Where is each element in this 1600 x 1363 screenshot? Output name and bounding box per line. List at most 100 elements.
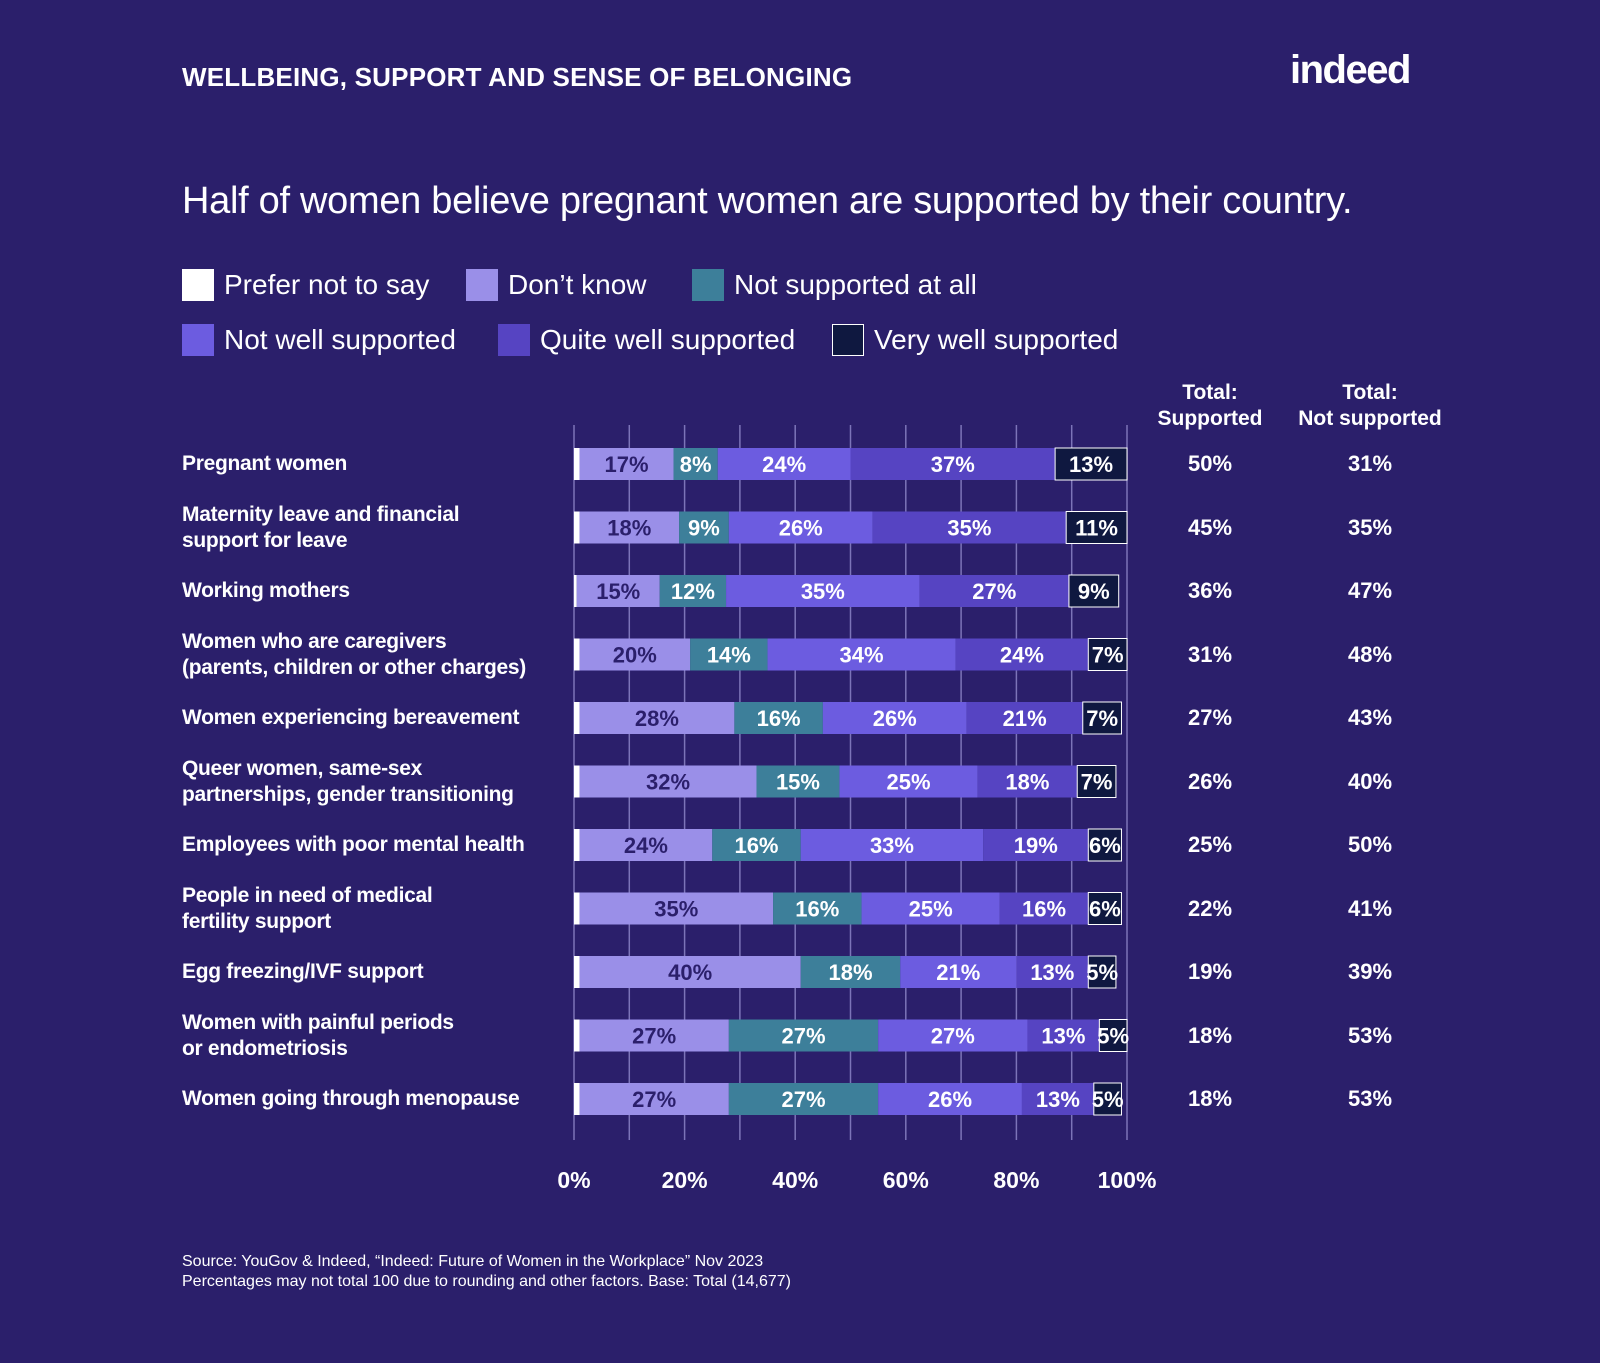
category-label: Pregnant women: [182, 451, 347, 477]
data-label: 18%: [828, 960, 872, 985]
data-label: 11%: [1075, 516, 1118, 541]
total-not-supported-value: 53%: [1347, 1022, 1393, 1048]
category-label: People in need of medical fertility suppo…: [182, 883, 433, 935]
source-note: Source: YouGov & Indeed, “Indeed: Future…: [182, 1253, 764, 1270]
category-label: Egg freezing/IVF support: [182, 959, 424, 985]
category-label: Queer women, same-sex partnerships, gende…: [182, 756, 514, 808]
legend-label: Very well supported: [874, 324, 1119, 355]
bar-segment-not-supported-at-all: [690, 638, 768, 671]
data-label: 21%: [1003, 706, 1047, 731]
total-supported-value: 26%: [1187, 768, 1233, 794]
legend-swatch: [692, 269, 724, 301]
bar-segment-prefer-not-to-say: [574, 702, 580, 734]
total-supported-value: 18%: [1187, 1022, 1233, 1048]
legend-label: Not well supported: [224, 324, 456, 355]
category-label-line: support for leave: [182, 528, 348, 552]
bar-segment-not-well-supported: [878, 1083, 1022, 1115]
data-label: 12%: [671, 579, 715, 604]
data-label: 13%: [1069, 452, 1113, 477]
bar-segment-dont-know: [579, 448, 674, 480]
bar-segment-very-well-supported: [1087, 892, 1122, 925]
bar-segment-dont-know: [579, 1019, 729, 1052]
category-label-line: Queer women, same-sex: [182, 756, 422, 780]
bar-segment-not-supported-at-all: [728, 1083, 879, 1115]
bar-segment-very-well-supported: [1065, 511, 1128, 544]
total-not-supported-header-line2: Not supported: [1298, 407, 1442, 430]
data-label: 33%: [870, 833, 914, 858]
data-label: 37%: [931, 452, 975, 477]
total-supported-value: 45%: [1187, 514, 1233, 540]
category-label-line: Employees with poor mental health: [182, 833, 525, 856]
bar-segment-very-well-supported: [1068, 574, 1120, 608]
category-label-line: Women who are caregivers: [182, 629, 447, 653]
category-label: Employees with poor mental health: [182, 832, 525, 858]
total-supported-value: 27%: [1187, 705, 1233, 730]
data-label: 32%: [646, 770, 690, 795]
bar-segment-not-well-supported: [878, 1019, 1028, 1052]
bar-segment-quite-well-supported: [872, 511, 1067, 544]
bar-segment-not-supported-at-all: [773, 892, 862, 925]
bar-segment-not-well-supported: [728, 511, 873, 544]
data-label: 34%: [840, 643, 884, 668]
total-not-supported-header-line1: Total:: [1342, 381, 1398, 404]
data-label: 35%: [801, 579, 845, 604]
legend-item-very-well-supported: Very well supported: [832, 323, 1118, 357]
data-label: 9%: [688, 516, 720, 541]
bar-segment-not-supported-at-all: [712, 829, 801, 861]
legend-label: Prefer not to say: [224, 269, 430, 300]
data-label: 18%: [607, 516, 651, 541]
category-label-line: Women going through menopause: [182, 1087, 520, 1110]
bar-segment-prefer-not-to-say: [574, 638, 580, 671]
bar-segment-not-well-supported: [839, 765, 978, 798]
legend-item-quite-well-supported: Quite well supported: [498, 323, 795, 357]
x-tick-label: 20%: [662, 1167, 708, 1193]
bar-segment-dont-know: [579, 702, 735, 734]
bar-segment-dont-know: [579, 956, 801, 988]
data-label: 5%: [1086, 960, 1118, 985]
data-label: 14%: [707, 643, 751, 668]
total-supported-value: 36%: [1187, 578, 1233, 603]
data-label: 19%: [1014, 833, 1058, 858]
bar-segment-not-supported-at-all: [756, 765, 840, 798]
bar-segment-very-well-supported: [1082, 701, 1122, 735]
category-label-line: partnerships, gender transitioning: [182, 782, 514, 806]
bar-segment-quite-well-supported: [977, 765, 1078, 798]
category-label: Working mothers: [182, 578, 350, 604]
data-label: 13%: [1030, 960, 1074, 985]
bar-segment-not-well-supported: [861, 892, 1000, 925]
data-label: 27%: [632, 1087, 676, 1112]
bar-segment-not-well-supported: [717, 448, 851, 480]
data-label: 16%: [734, 833, 778, 858]
data-label: 7%: [1092, 643, 1124, 668]
bar-segment-quite-well-supported: [955, 638, 1089, 671]
data-label: 24%: [1000, 643, 1044, 668]
bar-segment-quite-well-supported: [983, 829, 1089, 861]
total-supported-value: 19%: [1187, 959, 1233, 984]
data-label: 18%: [1005, 770, 1049, 795]
bar-segment-not-well-supported: [726, 575, 920, 607]
data-label: 27%: [781, 1024, 825, 1049]
bar-segment-very-well-supported: [1076, 765, 1117, 798]
category-label: Women who are caregivers (parents, childr…: [182, 629, 526, 681]
category-label-line: (parents, children or other charges): [182, 655, 526, 679]
category-label-line: Working mothers: [182, 579, 350, 602]
total-supported-value: 31%: [1187, 641, 1233, 667]
bar-segment-dont-know: [579, 765, 757, 798]
total-supported-value: 25%: [1187, 832, 1233, 857]
x-tick-label: 40%: [772, 1167, 818, 1193]
total-supported-value: 18%: [1187, 1086, 1233, 1111]
bar-segment-very-well-supported: [1093, 1082, 1122, 1116]
data-label: 7%: [1086, 706, 1118, 731]
chart-title: Half of women believe pregnant women are…: [182, 180, 1353, 222]
category-label-line: Women with painful periods: [182, 1010, 454, 1034]
data-label: 25%: [887, 770, 931, 795]
total-not-supported-value: 43%: [1347, 705, 1393, 730]
category-label: Maternity leave and financial support for…: [182, 502, 460, 554]
data-label: 16%: [1022, 897, 1066, 922]
section-title: WELLBEING, SUPPORT AND SENSE OF BELONGIN…: [182, 62, 853, 92]
category-label: Women experiencing bereavement: [182, 705, 520, 731]
bar-segment-not-supported-at-all: [679, 511, 729, 544]
total-supported-header-line2: Supported: [1157, 407, 1263, 430]
bar-segment-dont-know: [579, 1083, 729, 1115]
legend-swatch: [182, 269, 214, 301]
